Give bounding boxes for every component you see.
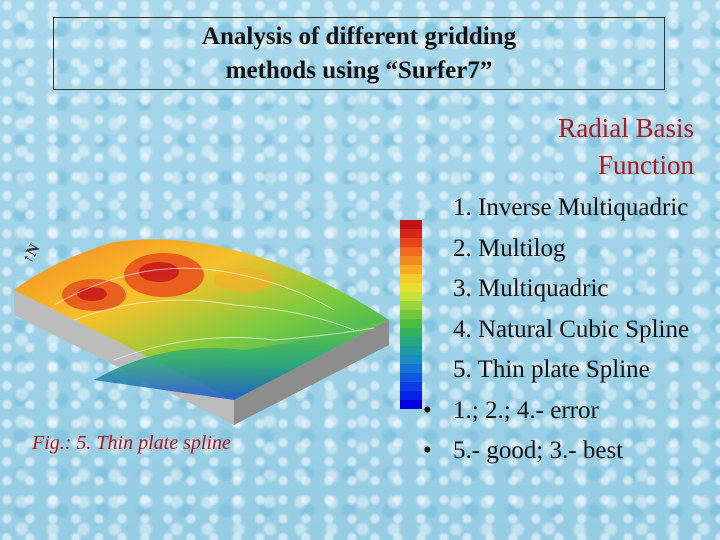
list-item: 5. Thin plate Spline: [453, 356, 650, 383]
scale-swatch: [400, 301, 422, 310]
list-item: 3. Multiquadric: [453, 275, 609, 302]
figure-caption: Fig.: 5. Thin plate spline: [32, 432, 231, 454]
scale-swatch: [400, 310, 422, 319]
scale-swatch: [400, 328, 422, 337]
title-box: Analysis of different gridding methods u…: [53, 17, 665, 90]
scale-swatch: [400, 229, 422, 238]
color-scale-legend: [400, 220, 422, 409]
list-item: 2. Multilog: [453, 234, 566, 262]
method-list: 1. Inverse Multiquadric 2. Multilog 3. M…: [423, 190, 689, 474]
title-line-1: Analysis of different gridding: [201, 22, 517, 50]
scale-swatch: [400, 247, 422, 256]
scale-swatch: [400, 382, 422, 391]
list-item: 4. Natural Cubic Spline: [453, 315, 690, 343]
subtitle: Radial Basis Function: [558, 110, 694, 184]
scale-swatch: [400, 355, 422, 364]
scale-swatch: [400, 256, 422, 265]
scale-swatch: [400, 274, 422, 283]
scale-swatch: [400, 283, 422, 292]
scale-swatch: [400, 391, 422, 400]
list-item: 1. Inverse Multiquadric: [453, 194, 689, 221]
scale-swatch: [400, 400, 422, 409]
scale-swatch: [400, 337, 422, 346]
scale-swatch: [400, 265, 422, 274]
scale-swatch: [400, 292, 422, 301]
scale-swatch: [400, 346, 422, 355]
list-item: • 5.- good; 3.- best: [423, 437, 624, 464]
title-line-2: methods using “Surfer7”: [225, 56, 493, 84]
scale-swatch: [400, 220, 422, 229]
scale-swatch: [400, 319, 422, 328]
surface-plot-image: [14, 239, 389, 425]
scale-swatch: [400, 364, 422, 373]
subtitle-line-2: Function: [597, 150, 694, 180]
scale-swatch: [400, 373, 422, 382]
subtitle-line-1: Radial Basis: [558, 113, 694, 143]
list-item: • 1.; 2.; 4.- error: [423, 396, 599, 424]
scale-swatch: [400, 238, 422, 247]
